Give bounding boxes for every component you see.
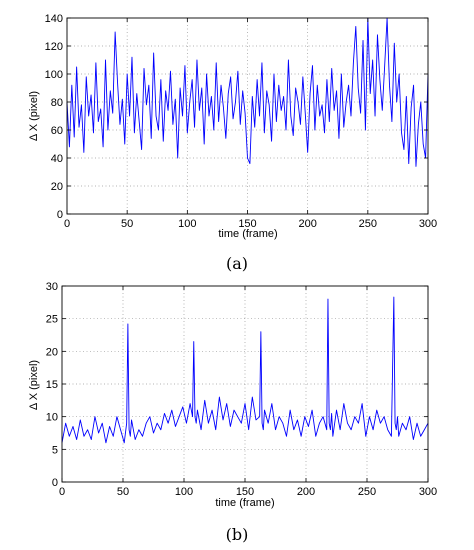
chart-b: 0 50 100 150 200 250 300 0 5 10 15 20 25 30 time (fra… bbox=[28, 281, 437, 544]
chart-a-xtick-label-300: 300 bbox=[419, 218, 437, 230]
chart-a-ytick-label-100: 100 bbox=[45, 69, 63, 81]
chart-a-ytick-label-140: 140 bbox=[45, 13, 63, 25]
chart-b-ytick-label-5: 5 bbox=[52, 444, 58, 456]
chart-b-series bbox=[61, 296, 429, 444]
chart-b-xtick-label-250: 250 bbox=[358, 486, 376, 498]
chart-b-xtick-label-200: 200 bbox=[297, 486, 315, 498]
chart-a-ytick-label-40: 40 bbox=[51, 153, 63, 165]
chart-b-xtick-label-100: 100 bbox=[175, 486, 193, 498]
chart-b-series-line-0 bbox=[61, 296, 429, 444]
chart-b-ytick-label-20: 20 bbox=[46, 346, 58, 358]
chart-a-ytick-label-80: 80 bbox=[51, 97, 63, 109]
chart-a-caption: (a) bbox=[226, 254, 248, 273]
chart-a-xtick-label-150: 150 bbox=[238, 218, 256, 230]
chart-a-ylabel: Δ X (pixel) bbox=[28, 91, 40, 141]
chart-b-caption: (b) bbox=[226, 525, 249, 544]
chart-b-gridlines bbox=[62, 286, 428, 482]
chart-b-ytick-label-25: 25 bbox=[46, 314, 58, 326]
chart-b-xlabel: time (frame) bbox=[215, 497, 274, 509]
chart-b-ytick-label-30: 30 bbox=[46, 281, 58, 293]
chart-b-ticks: 0 50 100 150 200 250 300 0 5 10 15 20 25 30 bbox=[46, 281, 437, 498]
chart-b-xtick-label-300: 300 bbox=[419, 486, 437, 498]
chart-a-xlabel: time (frame) bbox=[218, 228, 277, 240]
chart-a-xtick-label-100: 100 bbox=[178, 218, 196, 230]
chart-b-xtick-label-0: 0 bbox=[59, 486, 65, 498]
chart-b-ytick-label-0: 0 bbox=[52, 477, 58, 489]
chart-a-xtick-label-200: 200 bbox=[298, 218, 316, 230]
chart-a-ticks: 0 50 100 150 200 250 300 0 20 40 60 80 100 120 140 bbox=[45, 13, 438, 230]
chart-b-ytick-label-10: 10 bbox=[46, 412, 58, 424]
chart-b-ylabel: Δ X (pixel) bbox=[28, 360, 40, 410]
chart-a: 0 50 100 150 200 250 300 0 20 40 60 80 100 120 140 tim… bbox=[28, 13, 437, 273]
chart-b-xtick-label-150: 150 bbox=[236, 486, 254, 498]
chart-a-xtick-label-50: 50 bbox=[121, 218, 133, 230]
chart-a-ytick-label-60: 60 bbox=[51, 125, 63, 137]
chart-a-xtick-label-0: 0 bbox=[64, 218, 70, 230]
chart-a-ytick-label-120: 120 bbox=[45, 41, 63, 53]
chart-a-xtick-label-250: 250 bbox=[359, 218, 377, 230]
chart-b-ytick-label-15: 15 bbox=[46, 379, 58, 391]
chart-a-ytick-label-20: 20 bbox=[51, 181, 63, 193]
chart-b-xtick-label-50: 50 bbox=[117, 486, 129, 498]
chart-a-ytick-label-0: 0 bbox=[57, 209, 63, 221]
